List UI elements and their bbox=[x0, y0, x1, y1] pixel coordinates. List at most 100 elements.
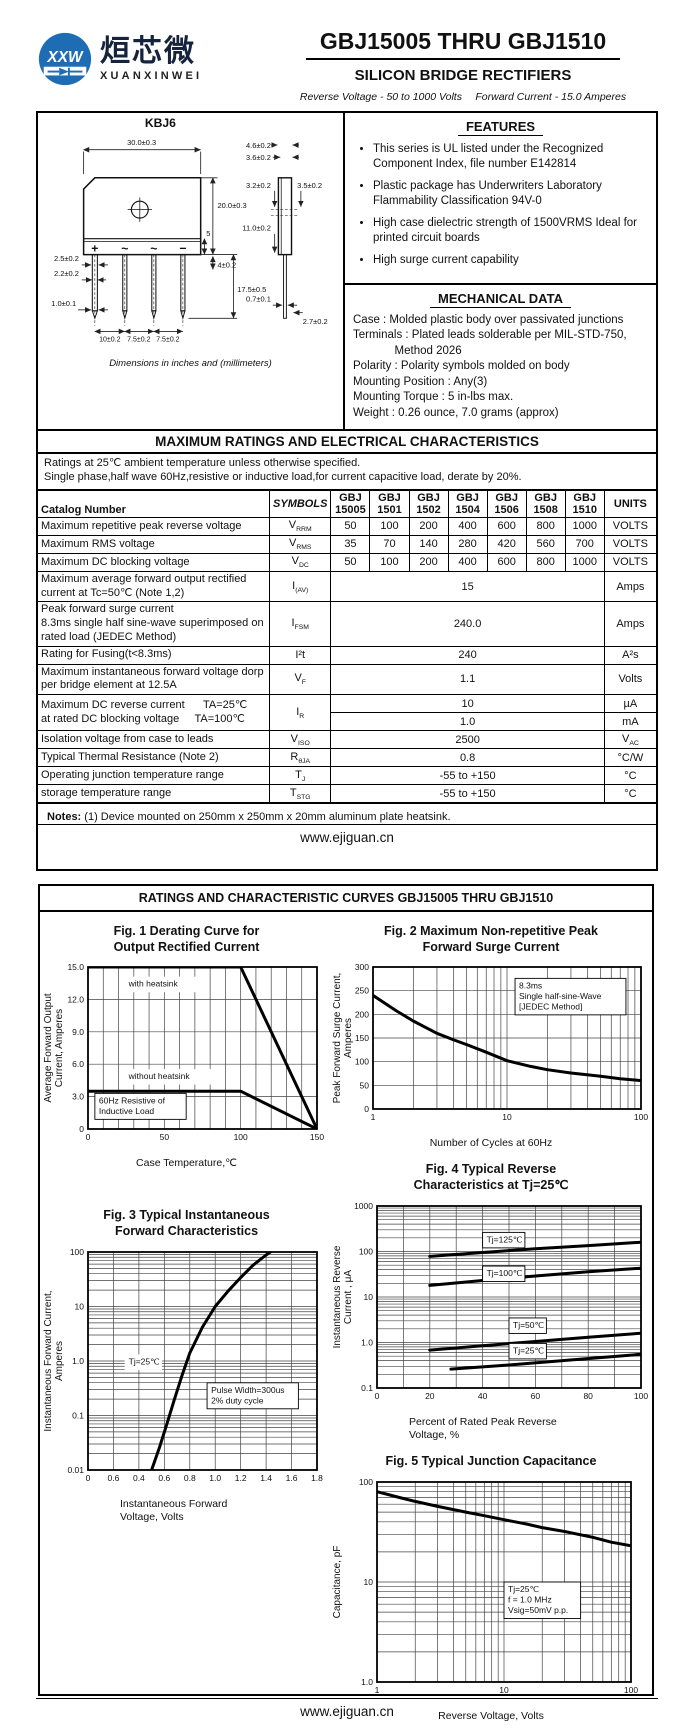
y-tick-label: 9.0 bbox=[72, 1027, 84, 1037]
package-side-view bbox=[270, 177, 300, 319]
x-tick-label: 0.6 bbox=[108, 1473, 120, 1483]
parameter-cell: Rating for Fusing(t<8.3ms) bbox=[36, 645, 271, 665]
value-cell: 0.8 bbox=[330, 748, 605, 768]
parameter-cell: Maximum repetitive peak reverse voltage bbox=[36, 516, 271, 536]
dim-lead-thick: 0.7±0.1 bbox=[246, 294, 271, 303]
symbol-cell: VDC bbox=[269, 552, 332, 572]
annotation-text: Pulse Width=300us bbox=[211, 1384, 284, 1394]
value-cell: 280 bbox=[447, 534, 488, 554]
annotation-text: 60Hz Resistive of bbox=[99, 1096, 166, 1106]
ratings-section-heading: MAXIMUM RATINGS AND ELECTRICAL CHARACTER… bbox=[36, 429, 658, 455]
part-column-header: GBJ 1504 bbox=[447, 489, 488, 518]
unit-cell: Amps bbox=[603, 570, 658, 603]
y-tick-label: 200 bbox=[355, 1010, 369, 1020]
y-axis-label: Instantaneous Forward Current, bbox=[43, 1290, 54, 1431]
y-axis-label: Current , μA bbox=[343, 1269, 354, 1323]
value-cell: 420 bbox=[486, 534, 527, 554]
value-cell: 800 bbox=[525, 552, 566, 572]
y-tick-label: 0 bbox=[364, 1104, 369, 1114]
feature-item: High case dielectric strength of 1500VRM… bbox=[373, 216, 648, 246]
package-front-body bbox=[82, 177, 202, 256]
y-tick-label: 1.0 bbox=[361, 1337, 373, 1347]
y-axis-label: Instantaneous Reverse bbox=[332, 1245, 343, 1348]
ratings-conditions: Ratings at 25℃ ambient temperature unles… bbox=[36, 452, 658, 491]
annotation-text: f = 1.0 MHz bbox=[508, 1594, 552, 1604]
curve-Tj=100C bbox=[428, 1266, 641, 1287]
info-column: FEATURES This series is UL listed under … bbox=[345, 113, 656, 429]
annotation-text: 2% duty cycle bbox=[211, 1395, 264, 1405]
value-cell: 800 bbox=[525, 516, 566, 536]
doc-header: XXW 烜芯微 XUANXINWEI GBJ15005 THRU GBJ1510… bbox=[36, 24, 658, 103]
annotation-box bbox=[508, 1317, 547, 1334]
mechanical-data-line: Case : Molded plastic body over passivat… bbox=[353, 313, 624, 326]
figures-grid: Fig. 1 Derating Curve for Output Rectifi… bbox=[40, 912, 652, 1723]
diode-icon bbox=[59, 67, 69, 76]
annotation-box bbox=[482, 1231, 526, 1248]
y-tick-label: 12.0 bbox=[67, 995, 84, 1005]
dim-lead1-thick: 2.2±0.2 bbox=[54, 269, 79, 278]
catalog-header: Catalog Number bbox=[36, 489, 271, 518]
mechanical-data-line: Polarity : Polarity symbols molded on bo… bbox=[353, 360, 570, 373]
brand-text: 烜芯微 XUANXINWEI bbox=[100, 36, 202, 82]
y-tick-label: 0 bbox=[79, 1124, 84, 1134]
curve-Cj bbox=[377, 1489, 631, 1547]
part-column-header: GBJ 1506 bbox=[486, 489, 527, 518]
symbol-cell: IR bbox=[269, 694, 332, 732]
table-row: Isolation voltage from case to leads VISO… bbox=[36, 730, 658, 750]
table-row: Peak forward surge current 8.3ms single h… bbox=[36, 601, 658, 647]
footer-url[interactable]: www.ejiguan.cn bbox=[300, 830, 394, 845]
x-tick-label: 0 bbox=[86, 1132, 91, 1142]
fig4-reverse-characteristics-chart: Tj=125℃ Tj=100℃ Tj=50℃ Tj=25℃ 0 20 40 60 80 100 0.… bbox=[332, 1201, 648, 1401]
unit-cell: A²s bbox=[603, 645, 658, 665]
annotation-text: Vsig=50mV p.p. bbox=[508, 1605, 568, 1615]
dim-body-height: 20.0±0.3 bbox=[218, 201, 247, 210]
y-tick-label: 300 bbox=[355, 962, 369, 972]
symbol-cell: VRRM bbox=[269, 516, 332, 536]
parameter-cell: Maximum average forward output rectified… bbox=[36, 570, 271, 603]
terminal-minus: − bbox=[179, 242, 186, 256]
annotation-text: Tj=25℃ bbox=[513, 1345, 544, 1355]
x-tick-label: 0 bbox=[375, 1391, 380, 1401]
value-cell: 50 bbox=[330, 516, 371, 536]
fig5-xlabel: Reverse Voltage, Volts bbox=[438, 1709, 544, 1722]
annotation-box bbox=[94, 1093, 187, 1121]
brand-name-en: XUANXINWEI bbox=[100, 69, 203, 82]
y-axis-label: Current, Amperes bbox=[54, 1009, 65, 1087]
footer-url[interactable]: www.ejiguan.cn bbox=[300, 1704, 394, 1719]
table-row: Operating junction temperature range TJ -5… bbox=[36, 766, 658, 786]
table-row: Maximum DC blocking voltage VDC 50 100 200 40… bbox=[36, 552, 658, 572]
value-cell: 1000 bbox=[564, 552, 605, 572]
terminal-plus: + bbox=[91, 242, 98, 256]
dim-side-offset: 2.7±0.2 bbox=[303, 317, 328, 326]
table-row: Rating for Fusing(t<8.3ms) I²t 240 A²s bbox=[36, 645, 658, 665]
part-column-header: GBJ 1502 bbox=[408, 489, 449, 518]
x-tick-label: 1.4 bbox=[260, 1473, 272, 1483]
symbol-cell: RθJA bbox=[269, 748, 332, 768]
value-cell: 1.0 bbox=[330, 712, 605, 732]
value-cell: 200 bbox=[408, 552, 449, 572]
y-tick-label: 0.1 bbox=[361, 1383, 373, 1393]
features-section: FEATURES This series is UL listed under … bbox=[345, 113, 656, 285]
ratings-condition-line: Single phase,half wave 60Hz,resistive or… bbox=[44, 471, 522, 484]
value-cell: 700 bbox=[564, 534, 605, 554]
x-tick-label: 100 bbox=[634, 1112, 648, 1122]
parameter-cell: Peak forward surge current 8.3ms single h… bbox=[36, 601, 271, 647]
annotation-box bbox=[124, 976, 197, 993]
x-tick-label: 100 bbox=[624, 1685, 638, 1695]
x-tick-label: 1 bbox=[375, 1685, 380, 1695]
value-cell: 600 bbox=[486, 516, 527, 536]
unit-cell: Amps bbox=[603, 601, 658, 647]
package-outline-drawing: KBJ6 + ~ ~ − bbox=[51, 116, 328, 343]
x-tick-label: 0.4 bbox=[133, 1473, 145, 1483]
annotation-text: with heatsink bbox=[128, 979, 179, 989]
symbol-cell: TSTG bbox=[269, 784, 332, 804]
parameter-cell: Operating junction temperature range bbox=[36, 766, 271, 786]
table-row: Maximum DC reverse current TA=25℃ at rate… bbox=[36, 694, 658, 732]
curve-without heatsink bbox=[88, 1089, 317, 1130]
unit-cell: °C bbox=[603, 784, 658, 804]
annotation-text: Tj=25℃ bbox=[508, 1584, 539, 1594]
value-cell: 15 bbox=[330, 570, 605, 603]
parameter-cell: Maximum RMS voltage bbox=[36, 534, 271, 554]
plot-border bbox=[376, 1480, 632, 1683]
